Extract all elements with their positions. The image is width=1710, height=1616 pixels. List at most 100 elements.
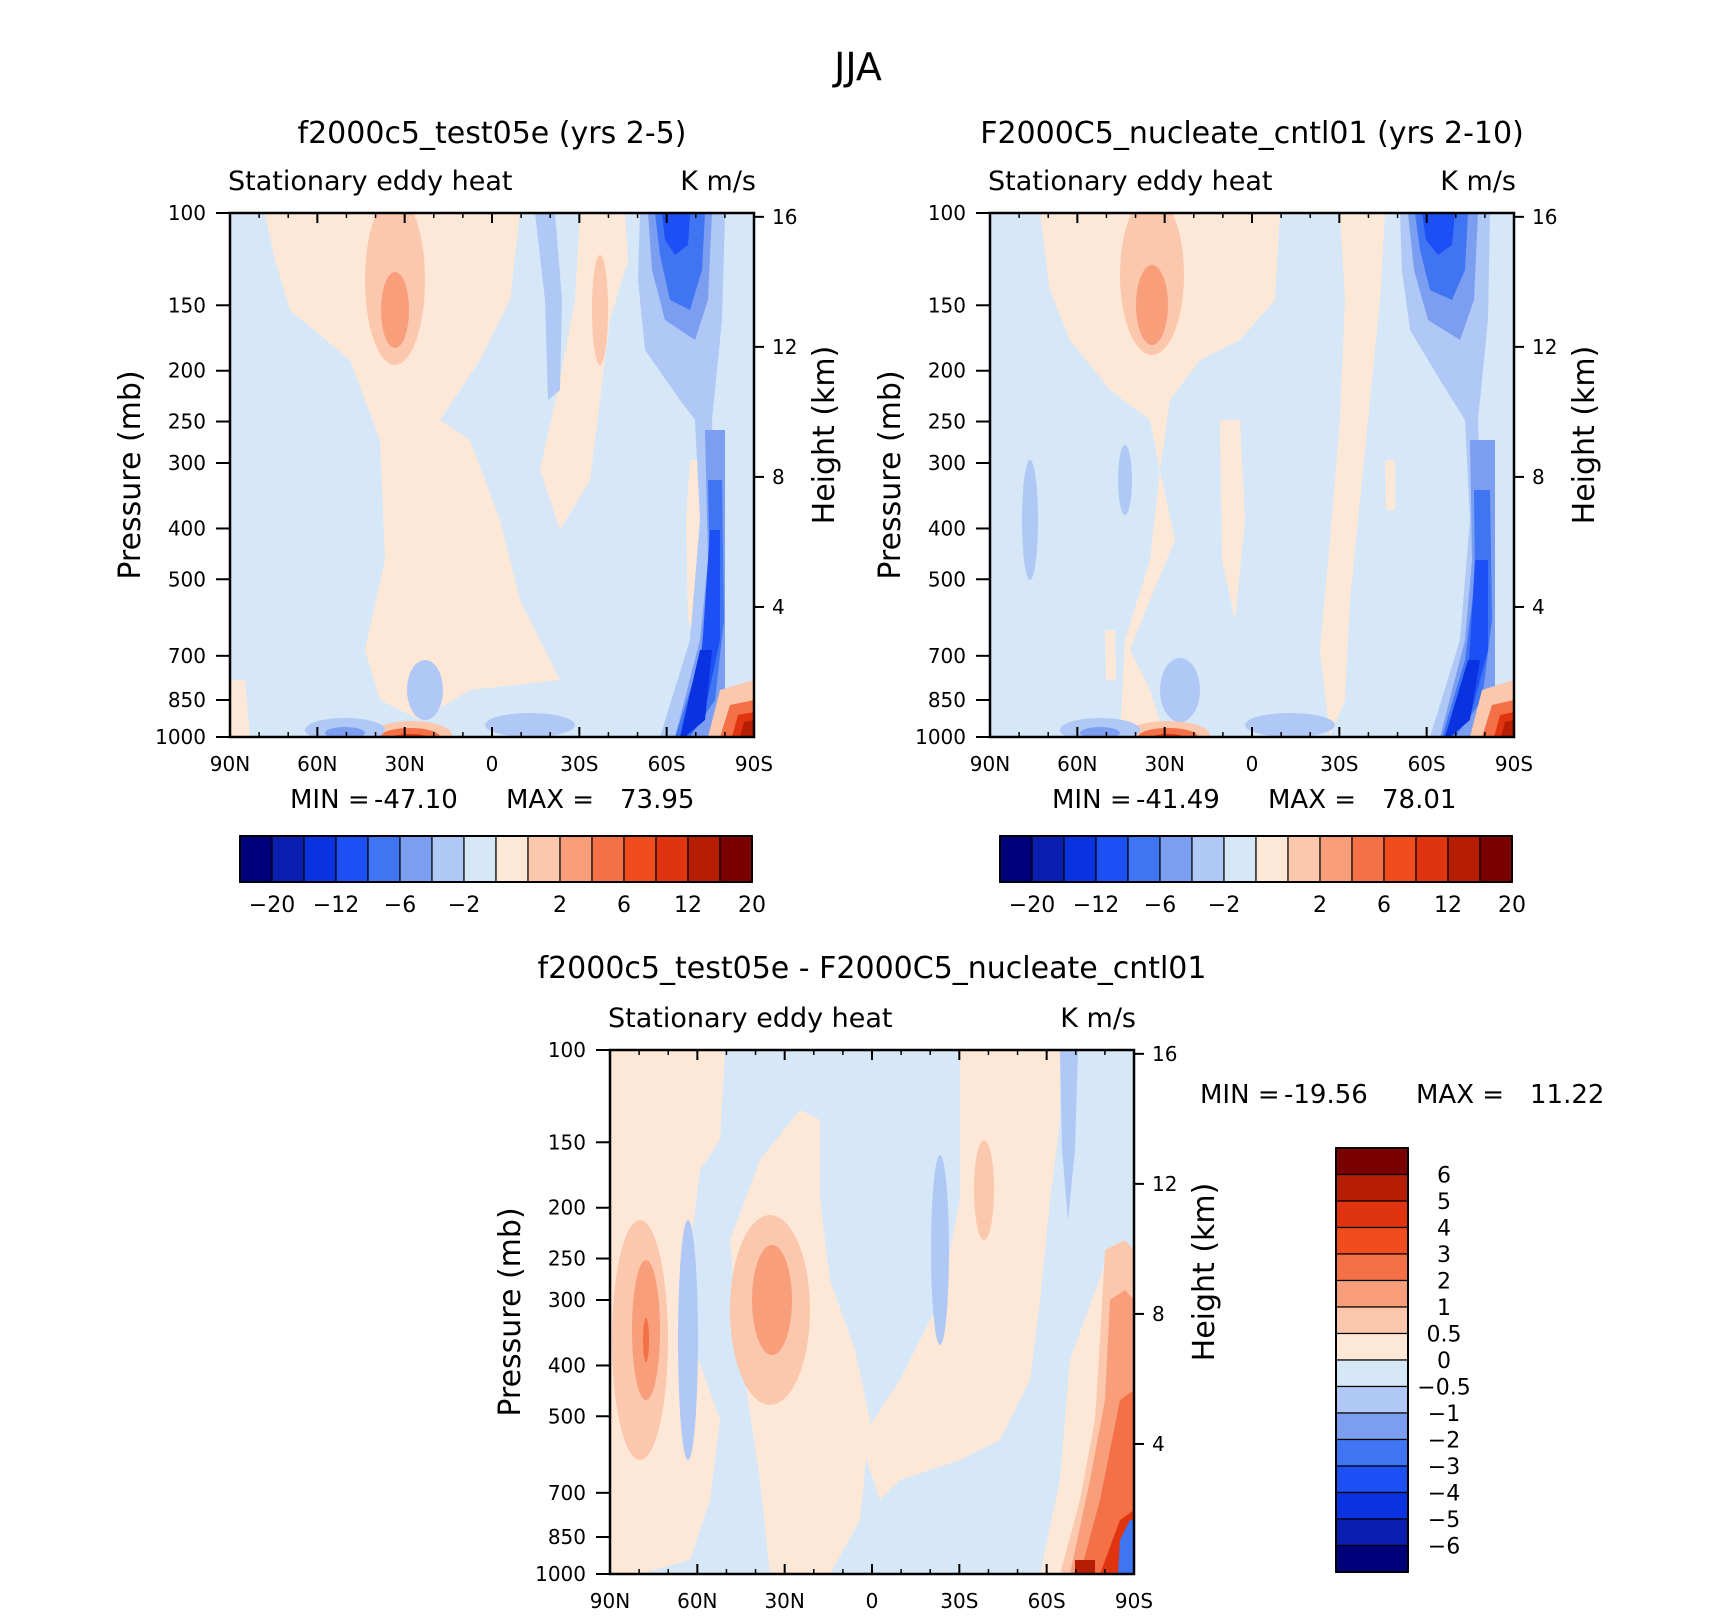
colorbar-swatch [1255, 835, 1289, 883]
panel-2-region-pos [1105, 630, 1116, 680]
colorbar-swatch [1335, 1200, 1409, 1229]
y-tick-label: 250 [928, 410, 966, 434]
panel-2-axes: 90N 60N 30N 0 30S 60S 90S 100 150 200 250 300 400 500… [873, 201, 1602, 776]
y-axis-label: Pressure (mb) [873, 370, 908, 579]
x-tick-label: 0 [486, 752, 499, 776]
colorbar-label: 20 [1498, 893, 1526, 918]
y-tick-label: 400 [548, 1353, 586, 1377]
colorbar-swatch [1335, 1385, 1409, 1414]
y-right-tick-label: 4 [1532, 595, 1545, 619]
x-tick-label: 30N [384, 752, 424, 776]
colorbar-label: −6 [1144, 893, 1176, 918]
panel-2-title: F2000C5_nucleate_cntl01 (yrs 2-10) [980, 116, 1524, 151]
panel-2-min-value: -41.49 [1136, 785, 1220, 815]
panel-2-contour [1422, 213, 1455, 255]
y-tick-label: 850 [168, 688, 206, 712]
y-tick-label: 700 [168, 644, 206, 668]
panel-1-field [230, 213, 754, 737]
colorbar-swatch [623, 835, 657, 883]
colorbar-swatch [1335, 1147, 1409, 1176]
y-tick-label: 500 [168, 567, 206, 591]
colorbar-swatch [1335, 1253, 1409, 1282]
y-tick-label: 300 [548, 1288, 586, 1312]
y-right-tick-label: 16 [772, 205, 797, 229]
colorbar-frame [999, 835, 1513, 883]
y-tick-label: 200 [548, 1196, 586, 1220]
panel-1-contour [380, 728, 440, 737]
panel-2-region-pos [1220, 420, 1245, 620]
panel-1-contour [638, 213, 725, 737]
y-tick-label: 300 [928, 451, 966, 475]
y-tick-label: 700 [548, 1481, 586, 1505]
x-tick-label: 90N [210, 752, 250, 776]
colorbar-label: 5 [1437, 1190, 1451, 1215]
colorbar-swatch [463, 835, 497, 883]
panel-1-subtitle-left: Stationary eddy heat [228, 166, 513, 197]
colorbar-label: −6 [384, 893, 416, 918]
colorbar-label: 0 [1437, 1349, 1451, 1374]
y-right-tick-label: 8 [1532, 465, 1545, 489]
colorbar-swatch [335, 835, 369, 883]
colorbar-swatch [559, 835, 593, 883]
y-tick-label: 1000 [915, 725, 966, 749]
colorbar-swatch [1191, 835, 1225, 883]
colorbar-swatch [999, 835, 1033, 883]
panel-2-contour [1501, 720, 1514, 737]
colorbar-swatch [431, 835, 465, 883]
x-tick-label: 90S [1495, 752, 1533, 776]
y-tick-label: 250 [548, 1247, 586, 1271]
colorbar-swatch [1335, 1412, 1409, 1441]
panel-1-contour [680, 650, 712, 737]
panel-2-contour [1245, 713, 1335, 737]
colorbar-swatch [1479, 835, 1513, 883]
colorbar-frame [1335, 1147, 1409, 1573]
panel-3-subtitle-right: K m/s [1060, 1003, 1136, 1034]
colorbar-swatch [1063, 835, 1097, 883]
figure-title: JJA [832, 45, 882, 89]
colorbar-swatch [495, 835, 529, 883]
colorbar-swatch [1415, 835, 1449, 883]
panel-3-region-pos [860, 1050, 1060, 1500]
panel-1-contour [325, 727, 365, 737]
colorbar-label: 20 [738, 893, 766, 918]
colorbar-label: −5 [1428, 1508, 1460, 1533]
y-tick-label: 200 [928, 359, 966, 383]
panel-2-min-label: MIN = [1052, 785, 1132, 815]
panel-1-contour [535, 213, 562, 400]
colorbar-swatch [1335, 1279, 1409, 1308]
panel-3-contour [974, 1140, 994, 1240]
panel-1-title: f2000c5_test05e (yrs 2-5) [298, 116, 687, 151]
panel-3-field [610, 1050, 1134, 1574]
x-tick-label: 60S [1028, 1589, 1066, 1613]
panel-3: f2000c5_test05e - F2000C5_nucleate_cntl0… [493, 951, 1604, 1613]
panel-2-contour [1151, 734, 1185, 737]
colorbar-label: 2 [553, 893, 567, 918]
colorbar-label: −2 [1428, 1429, 1460, 1454]
colorbar-swatch [719, 835, 753, 883]
colorbar-label: 3 [1437, 1243, 1451, 1268]
panel-2-max-value: 78.01 [1382, 785, 1456, 815]
panel-2-contour [1444, 560, 1488, 737]
panel-1-min-label: MIN = [290, 785, 370, 815]
panel-1-max-label: MAX = [506, 785, 594, 815]
y-right-axis-label: Height (km) [807, 346, 842, 525]
colorbar-swatch [1335, 1359, 1409, 1388]
y-tick-label: 100 [168, 201, 206, 225]
colorbar-label: −0.5 [1417, 1376, 1470, 1401]
colorbar-label: −4 [1428, 1482, 1460, 1507]
colorbar-swatch [1159, 835, 1193, 883]
colorbar-swatch [1335, 1173, 1409, 1202]
colorbar-swatch [1127, 835, 1161, 883]
y-right-tick-label: 8 [772, 465, 785, 489]
panel-3-contour [1118, 1520, 1134, 1574]
x-tick-label: 90N [590, 1589, 630, 1613]
y-right-tick-label: 12 [772, 335, 797, 359]
panel-1-contour [407, 660, 443, 720]
y-tick-label: 1000 [535, 1562, 586, 1586]
panel-3-min-label: MIN = [1200, 1080, 1280, 1110]
colorbar-swatch [1335, 1518, 1409, 1547]
colorbar-label: 1 [1437, 1296, 1451, 1321]
colorbar-swatch [399, 835, 433, 883]
colorbar-swatch [271, 835, 305, 883]
y-tick-label: 500 [928, 567, 966, 591]
